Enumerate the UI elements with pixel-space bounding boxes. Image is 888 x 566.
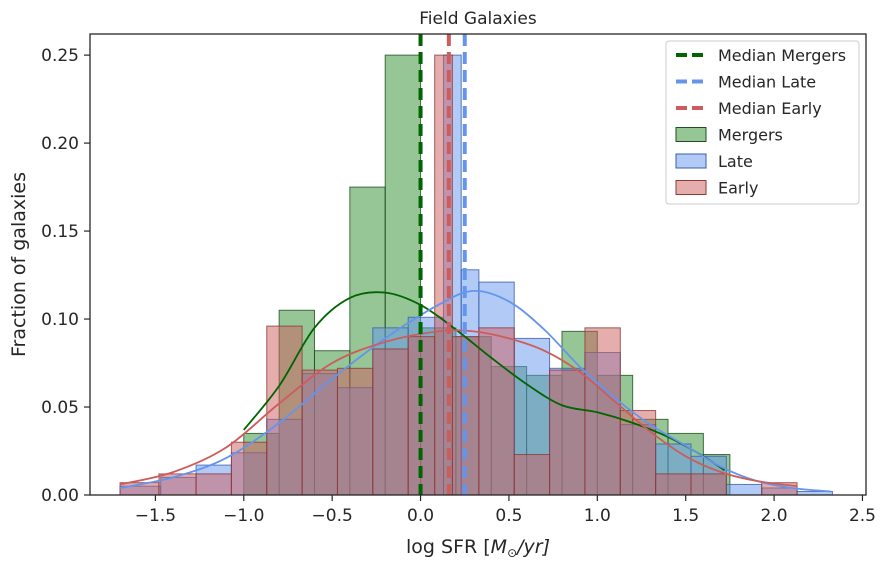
y-tick-label: 0.20 bbox=[41, 134, 79, 154]
legend-items: Median Mergers Median Late Median Early Mer… bbox=[675, 46, 846, 198]
bar-early-11 bbox=[478, 327, 515, 496]
x-tick-label: −1.0 bbox=[223, 506, 264, 526]
kde-curve-mergers bbox=[243, 291, 726, 472]
y-tick-label: 0.15 bbox=[41, 222, 79, 242]
bar-early-17 bbox=[690, 473, 727, 496]
bar-early-6 bbox=[336, 367, 374, 496]
y-tick-label: 0.25 bbox=[41, 46, 79, 66]
y-axis-label: Fraction of galaxies bbox=[8, 172, 30, 357]
legend-label-early: Early bbox=[718, 179, 758, 198]
x-tick-label: 1.0 bbox=[584, 506, 611, 526]
x-axis-ticks: −1.5 −1.0 −0.5 0.0 0.5 1.0 1.5 2.0 2.5 bbox=[135, 495, 876, 526]
x-axis-label-subscript: ⊙ bbox=[507, 546, 517, 560]
plot-frame bbox=[89, 33, 867, 496]
bar-early-4 bbox=[266, 325, 303, 496]
kde-curves bbox=[119, 289, 831, 493]
legend: Median Mergers Median Late Median Early Mer… bbox=[665, 40, 860, 205]
y-tick-label: 0.00 bbox=[41, 486, 79, 506]
x-axis-label-prefix: log SFR [ bbox=[406, 536, 491, 558]
legend-swatch-late bbox=[675, 153, 707, 169]
x-axis-label-math: M bbox=[491, 536, 507, 558]
legend-swatch-early bbox=[675, 180, 707, 195]
histogram-bars bbox=[119, 54, 833, 496]
chart-title: Field Galaxies bbox=[419, 9, 537, 29]
bar-late-18 bbox=[725, 483, 763, 496]
bar-early-13 bbox=[549, 369, 586, 496]
legend-box bbox=[665, 40, 860, 205]
legend-label-median-mergers: Median Mergers bbox=[718, 46, 846, 65]
kde-curve-late bbox=[119, 289, 831, 493]
bar-early-7 bbox=[372, 348, 409, 496]
legend-label-median-early: Median Early bbox=[718, 99, 822, 118]
bar-early-2 bbox=[195, 473, 232, 496]
median-lines bbox=[418, 34, 467, 495]
legend-label-median-late: Median Late bbox=[718, 73, 816, 92]
legend-swatch-mergers bbox=[675, 127, 707, 142]
y-axis-ticks: 0.00 0.05 0.10 0.15 0.20 0.25 bbox=[41, 46, 90, 506]
legend-label-late: Late bbox=[718, 152, 753, 171]
x-tick-label: 0.5 bbox=[495, 506, 522, 526]
x-tick-label: 2.5 bbox=[849, 506, 876, 526]
bar-early-3 bbox=[230, 441, 268, 496]
legend-label-mergers: Mergers bbox=[718, 126, 783, 145]
x-tick-label: −0.5 bbox=[312, 506, 353, 526]
bar-early-16 bbox=[655, 473, 692, 496]
x-tick-label: 2.0 bbox=[761, 506, 788, 526]
bar-early-12 bbox=[513, 454, 551, 496]
x-axis-label-tail: /yr] bbox=[515, 536, 550, 558]
x-tick-label: 1.5 bbox=[672, 506, 699, 526]
y-tick-label: 0.10 bbox=[41, 310, 79, 330]
kde-curve-early bbox=[119, 329, 798, 488]
x-tick-label: −1.5 bbox=[135, 506, 176, 526]
x-axis-label: log SFR [M⊙/yr] bbox=[406, 536, 550, 560]
y-tick-label: 0.05 bbox=[41, 398, 79, 418]
x-tick-label: 0.0 bbox=[407, 506, 434, 526]
bar-early-15 bbox=[619, 410, 657, 496]
